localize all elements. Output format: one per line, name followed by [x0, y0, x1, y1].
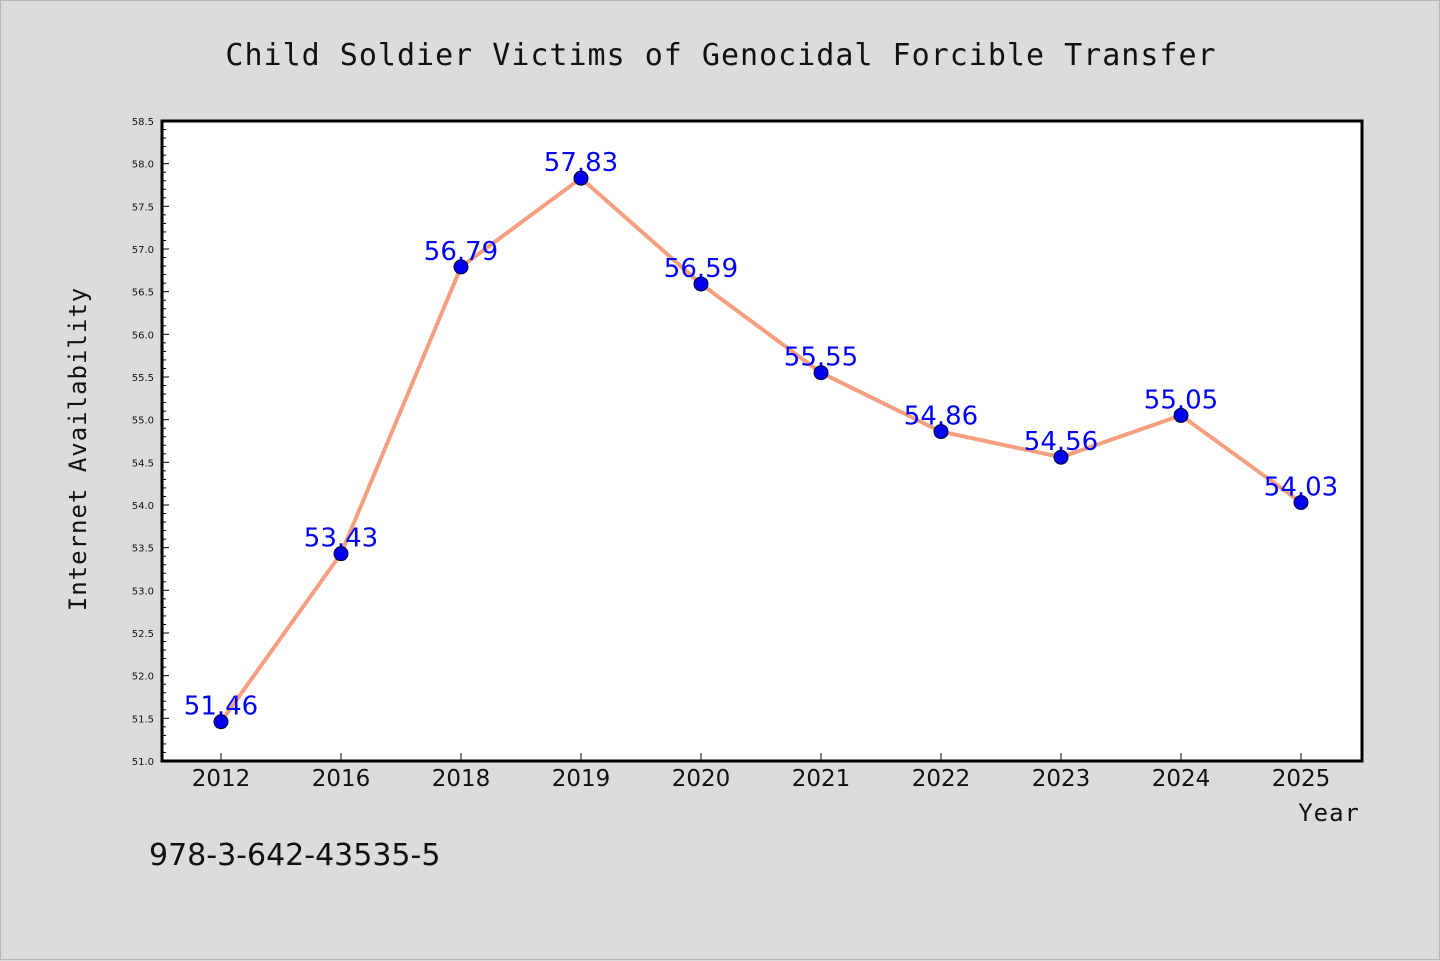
data-point [213, 714, 229, 730]
data-point [693, 276, 709, 292]
chart-title: Child Soldier Victims of Genocidal Forci… [225, 38, 1216, 73]
series-layer [213, 170, 1309, 730]
data-point [813, 365, 829, 381]
data-point [333, 546, 349, 562]
y-tick-label: 58.5 [132, 117, 154, 128]
data-label: 54.03 [1264, 472, 1338, 502]
data-labels-layer: 51.46 53.43 56.79 57.83 56.59 55.55 54.86 54.56… [184, 148, 1338, 722]
data-label: 55.05 [1144, 385, 1218, 415]
data-label: 56.59 [664, 254, 738, 284]
x-tick-label: 2021 [792, 766, 851, 792]
x-tick-label: 2019 [552, 766, 611, 792]
y-tick-label: 55.0 [132, 416, 154, 427]
data-label: 56.79 [424, 237, 498, 267]
x-axis: 2012 2016 2018 2019 2020 2021 2022 2023 2024 2025 [192, 753, 1331, 792]
y-axis-label: Internet Availability [64, 287, 92, 611]
x-tick-label: 2022 [912, 766, 971, 792]
data-label: 57.83 [544, 148, 618, 178]
y-tick-label: 51.0 [132, 757, 154, 768]
y-axis: 51.0 51.5 52.0 52.5 53.0 53.5 54.0 54.5 55.0 55.5… [132, 117, 169, 768]
y-tick-label: 57.5 [132, 202, 154, 213]
data-label: 53.43 [304, 524, 378, 554]
data-point [1053, 449, 1069, 465]
y-tick-label: 53.0 [132, 586, 154, 597]
data-label: 54.56 [1024, 427, 1098, 457]
x-tick-label: 2020 [672, 766, 731, 792]
y-tick-label: 52.5 [132, 629, 154, 640]
y-tick-label: 57.0 [132, 245, 154, 256]
data-point [933, 424, 949, 440]
y-tick-label: 54.5 [132, 458, 154, 469]
x-tick-label: 2012 [192, 766, 251, 792]
data-point [1293, 494, 1309, 510]
y-tick-label: 53.5 [132, 544, 154, 555]
x-tick-label: 2024 [1152, 766, 1211, 792]
x-tick-label: 2018 [432, 766, 491, 792]
y-tick-label: 52.0 [132, 672, 154, 683]
data-label: 54.86 [904, 402, 978, 432]
y-tick-label: 56.5 [132, 288, 154, 299]
plot-border [160, 119, 1364, 763]
x-tick-label: 2025 [1272, 766, 1331, 792]
data-label: 51.46 [184, 692, 258, 722]
data-point [453, 259, 469, 275]
x-axis-label: Year [1298, 799, 1360, 827]
y-tick-label: 55.5 [132, 373, 154, 384]
x-tick-label: 2023 [1032, 766, 1091, 792]
y-tick-label: 54.0 [132, 501, 154, 512]
plot-area [162, 121, 1362, 761]
y-tick-label: 51.5 [132, 714, 154, 725]
isbn-footer: 978-3-642-43535-5 [149, 838, 440, 873]
series-line [219, 176, 1303, 724]
data-point [1173, 407, 1189, 423]
data-label: 55.55 [784, 343, 858, 373]
x-tick-label: 2016 [312, 766, 371, 792]
y-tick-label: 58.0 [132, 160, 154, 171]
data-point [573, 170, 589, 186]
y-tick-label: 56.0 [132, 330, 154, 341]
